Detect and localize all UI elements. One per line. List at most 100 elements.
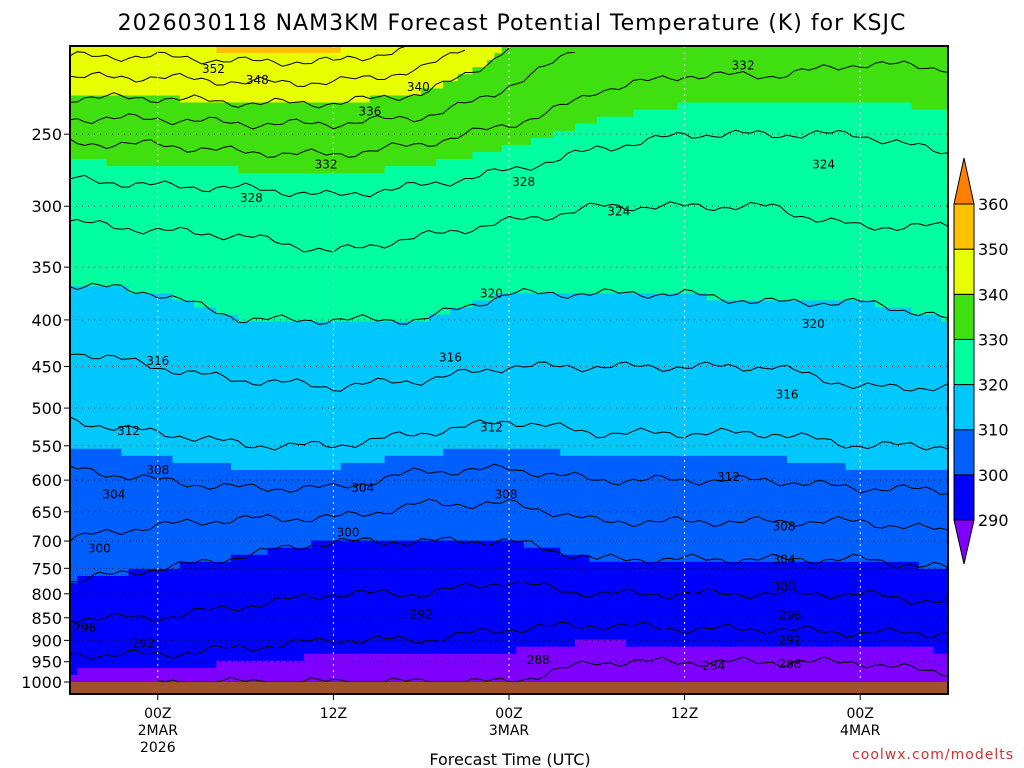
field-cell (552, 130, 949, 139)
field-cell (230, 554, 591, 563)
contour-line (69, 282, 949, 325)
field-cell (70, 137, 532, 146)
field-cell (435, 159, 949, 167)
colorbar: 290 300 310 320 330 340 350 360 (953, 157, 1009, 565)
field-cell (70, 307, 217, 316)
field-cell (70, 293, 174, 301)
field-cell (70, 215, 949, 224)
field-cell (128, 286, 949, 294)
field-cell (911, 307, 949, 316)
contour-label: 300 (773, 579, 796, 593)
field-cell (216, 46, 342, 54)
y-tick-label: 250 (31, 125, 62, 144)
field-cell (179, 561, 920, 570)
field-cell (574, 639, 627, 648)
field-cell (70, 335, 949, 344)
contour-label: 292 (779, 633, 802, 647)
field-cell (70, 660, 217, 669)
y-tick-label: 700 (31, 532, 62, 551)
field-cell (311, 540, 525, 549)
field-cell (874, 300, 949, 309)
field-cell (70, 208, 949, 217)
field-cell (70, 194, 949, 203)
contour-label: 352 (202, 62, 225, 76)
y-tick-label: 850 (31, 609, 62, 628)
field-cell (589, 554, 949, 563)
field-cell (677, 102, 913, 111)
contour-line (69, 416, 949, 451)
field-cell (70, 250, 949, 259)
contour-label: 304 (351, 481, 374, 495)
field-cell (70, 53, 495, 61)
field-cell (70, 95, 181, 104)
contour-label: 308 (773, 520, 796, 534)
field-cell (70, 46, 217, 54)
contour-line (69, 45, 422, 67)
colorbar-segment (953, 203, 975, 250)
contour-label: 316 (146, 354, 169, 368)
contour-label: 348 (246, 73, 269, 87)
contour-label: 312 (117, 424, 140, 438)
field-cell (443, 81, 949, 89)
field-cell (216, 660, 949, 669)
contour-label: 328 (512, 175, 535, 189)
field-cell (77, 576, 949, 584)
field-cell (128, 568, 949, 577)
field-cell (106, 159, 437, 167)
y-tick-label: 950 (31, 653, 62, 672)
colorbar-label: 310 (978, 421, 1009, 440)
colorbar-top-arrow (953, 157, 975, 205)
contour-line (69, 463, 949, 496)
field-cell (70, 173, 949, 181)
ground-strip (70, 682, 948, 694)
field-cell (428, 314, 942, 323)
field-cell (70, 116, 598, 125)
contour-line (69, 49, 466, 88)
field-cell (70, 448, 122, 457)
contour-label: 328 (240, 191, 263, 205)
colorbar-segment (953, 474, 975, 521)
field-cell (560, 448, 949, 457)
field-cell (633, 109, 949, 118)
field-cell (70, 561, 181, 570)
contour-labels: 352 348 340 336 332 332 328 328 324 324 320 320 316 3… (73, 58, 835, 673)
field-cell (494, 293, 708, 301)
x-tick-label: 12Z (671, 706, 698, 722)
field-cell (77, 667, 949, 676)
x-tick-label: 2026 (140, 740, 176, 756)
contour-label: 308 (495, 487, 518, 501)
colorbar-label: 320 (978, 376, 1009, 395)
contour-label: 292 (410, 608, 433, 622)
contour-line (69, 47, 510, 109)
contour-label: 316 (439, 351, 462, 365)
field-cell (172, 455, 386, 464)
contour-label: 312 (717, 470, 740, 484)
y-tick-label: 500 (31, 399, 62, 418)
field-cell (70, 646, 517, 655)
field-cell (70, 371, 949, 379)
y-tick-label: 800 (31, 585, 62, 604)
field-cell (384, 166, 949, 174)
field-cell (787, 455, 949, 464)
field-cell (70, 653, 305, 662)
field-cell (574, 123, 949, 132)
field-cell (267, 547, 561, 556)
field-cell (523, 540, 949, 549)
field-cell (501, 46, 949, 54)
theta-contour-lines (69, 45, 949, 683)
contour-label: 288 (779, 657, 802, 671)
field-cell (230, 462, 342, 471)
field-cell (70, 406, 949, 415)
field-cell (70, 455, 174, 464)
contour-line (69, 353, 949, 392)
x-tick-label: 00Z (495, 706, 522, 722)
field-cell (70, 632, 949, 641)
contour-label: 300 (337, 525, 360, 539)
field-cell (70, 300, 195, 309)
field-cell (70, 201, 949, 210)
field-cell (70, 533, 949, 542)
contour-label: 284 (702, 659, 725, 673)
field-cell (918, 561, 949, 570)
contour-label: 340 (407, 80, 430, 94)
field-cell (340, 462, 847, 471)
